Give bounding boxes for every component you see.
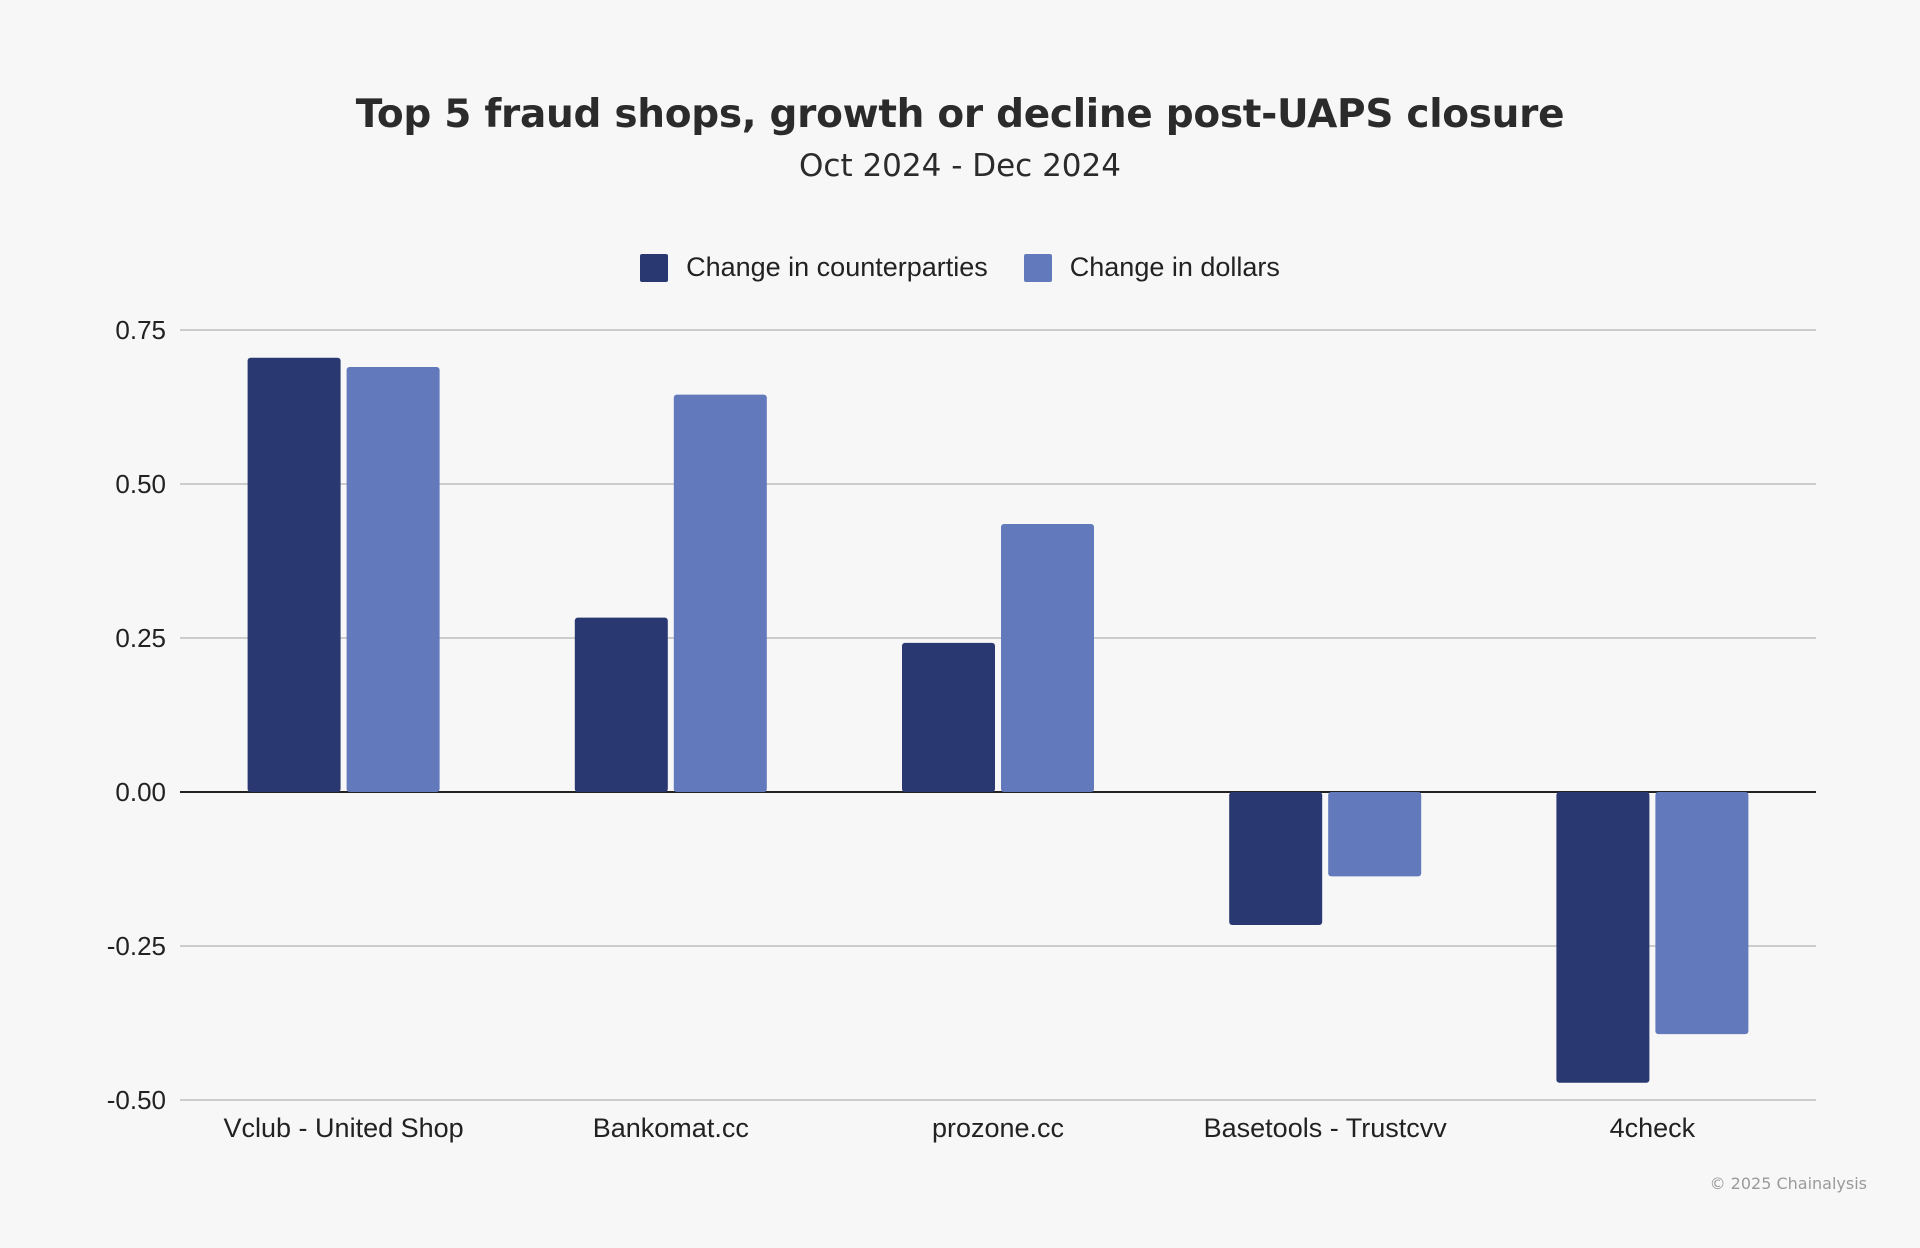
bar-dollars-3 [1328, 792, 1422, 877]
chart-title: Top 5 fraud shops, growth or decline pos… [355, 92, 1565, 137]
bar-dollars-1 [673, 394, 767, 792]
y-tick-label: 0.50 [115, 469, 166, 499]
x-tick-label: Bankomat.cc [593, 1113, 749, 1143]
x-tick-label: prozone.cc [932, 1113, 1064, 1143]
legend-label-dollars: Change in dollars [1069, 252, 1280, 282]
legend-swatch-dollars [1023, 253, 1052, 282]
chart-legend: Change in counterparties Change in dolla… [0, 252, 1920, 283]
y-tick-label: -0.25 [107, 931, 166, 961]
bar-dollars-4 [1655, 792, 1749, 1035]
bar-dollars-0 [346, 366, 440, 792]
legend-item-counterparties: Change in counterparties [640, 252, 988, 283]
y-tick-label: 0.25 [115, 623, 166, 653]
bar-counterparties-3 [1229, 792, 1323, 926]
bar-counterparties-0 [247, 357, 341, 792]
bar-counterparties-4 [1556, 792, 1650, 1083]
x-tick-label: Vclub - United Shop [224, 1113, 464, 1143]
copyright-text: © 2025 Chainalysis [1709, 1174, 1867, 1193]
bar-counterparties-2 [902, 642, 995, 792]
y-tick-label: 0.00 [115, 777, 166, 807]
legend-swatch-counterparties [640, 253, 669, 282]
chart-subtitle: Oct 2024 - Dec 2024 [799, 148, 1121, 184]
legend-item-dollars: Change in dollars [1023, 252, 1280, 283]
bar-counterparties-1 [574, 617, 668, 792]
x-tick-label: 4check [1610, 1113, 1696, 1143]
y-tick-label: 0.75 [115, 315, 166, 345]
bar-dollars-2 [1001, 524, 1094, 792]
x-tick-label: Basetools - Trustcvv [1204, 1113, 1448, 1143]
y-tick-label: -0.50 [107, 1085, 166, 1115]
legend-label-counterparties: Change in counterparties [686, 252, 988, 282]
